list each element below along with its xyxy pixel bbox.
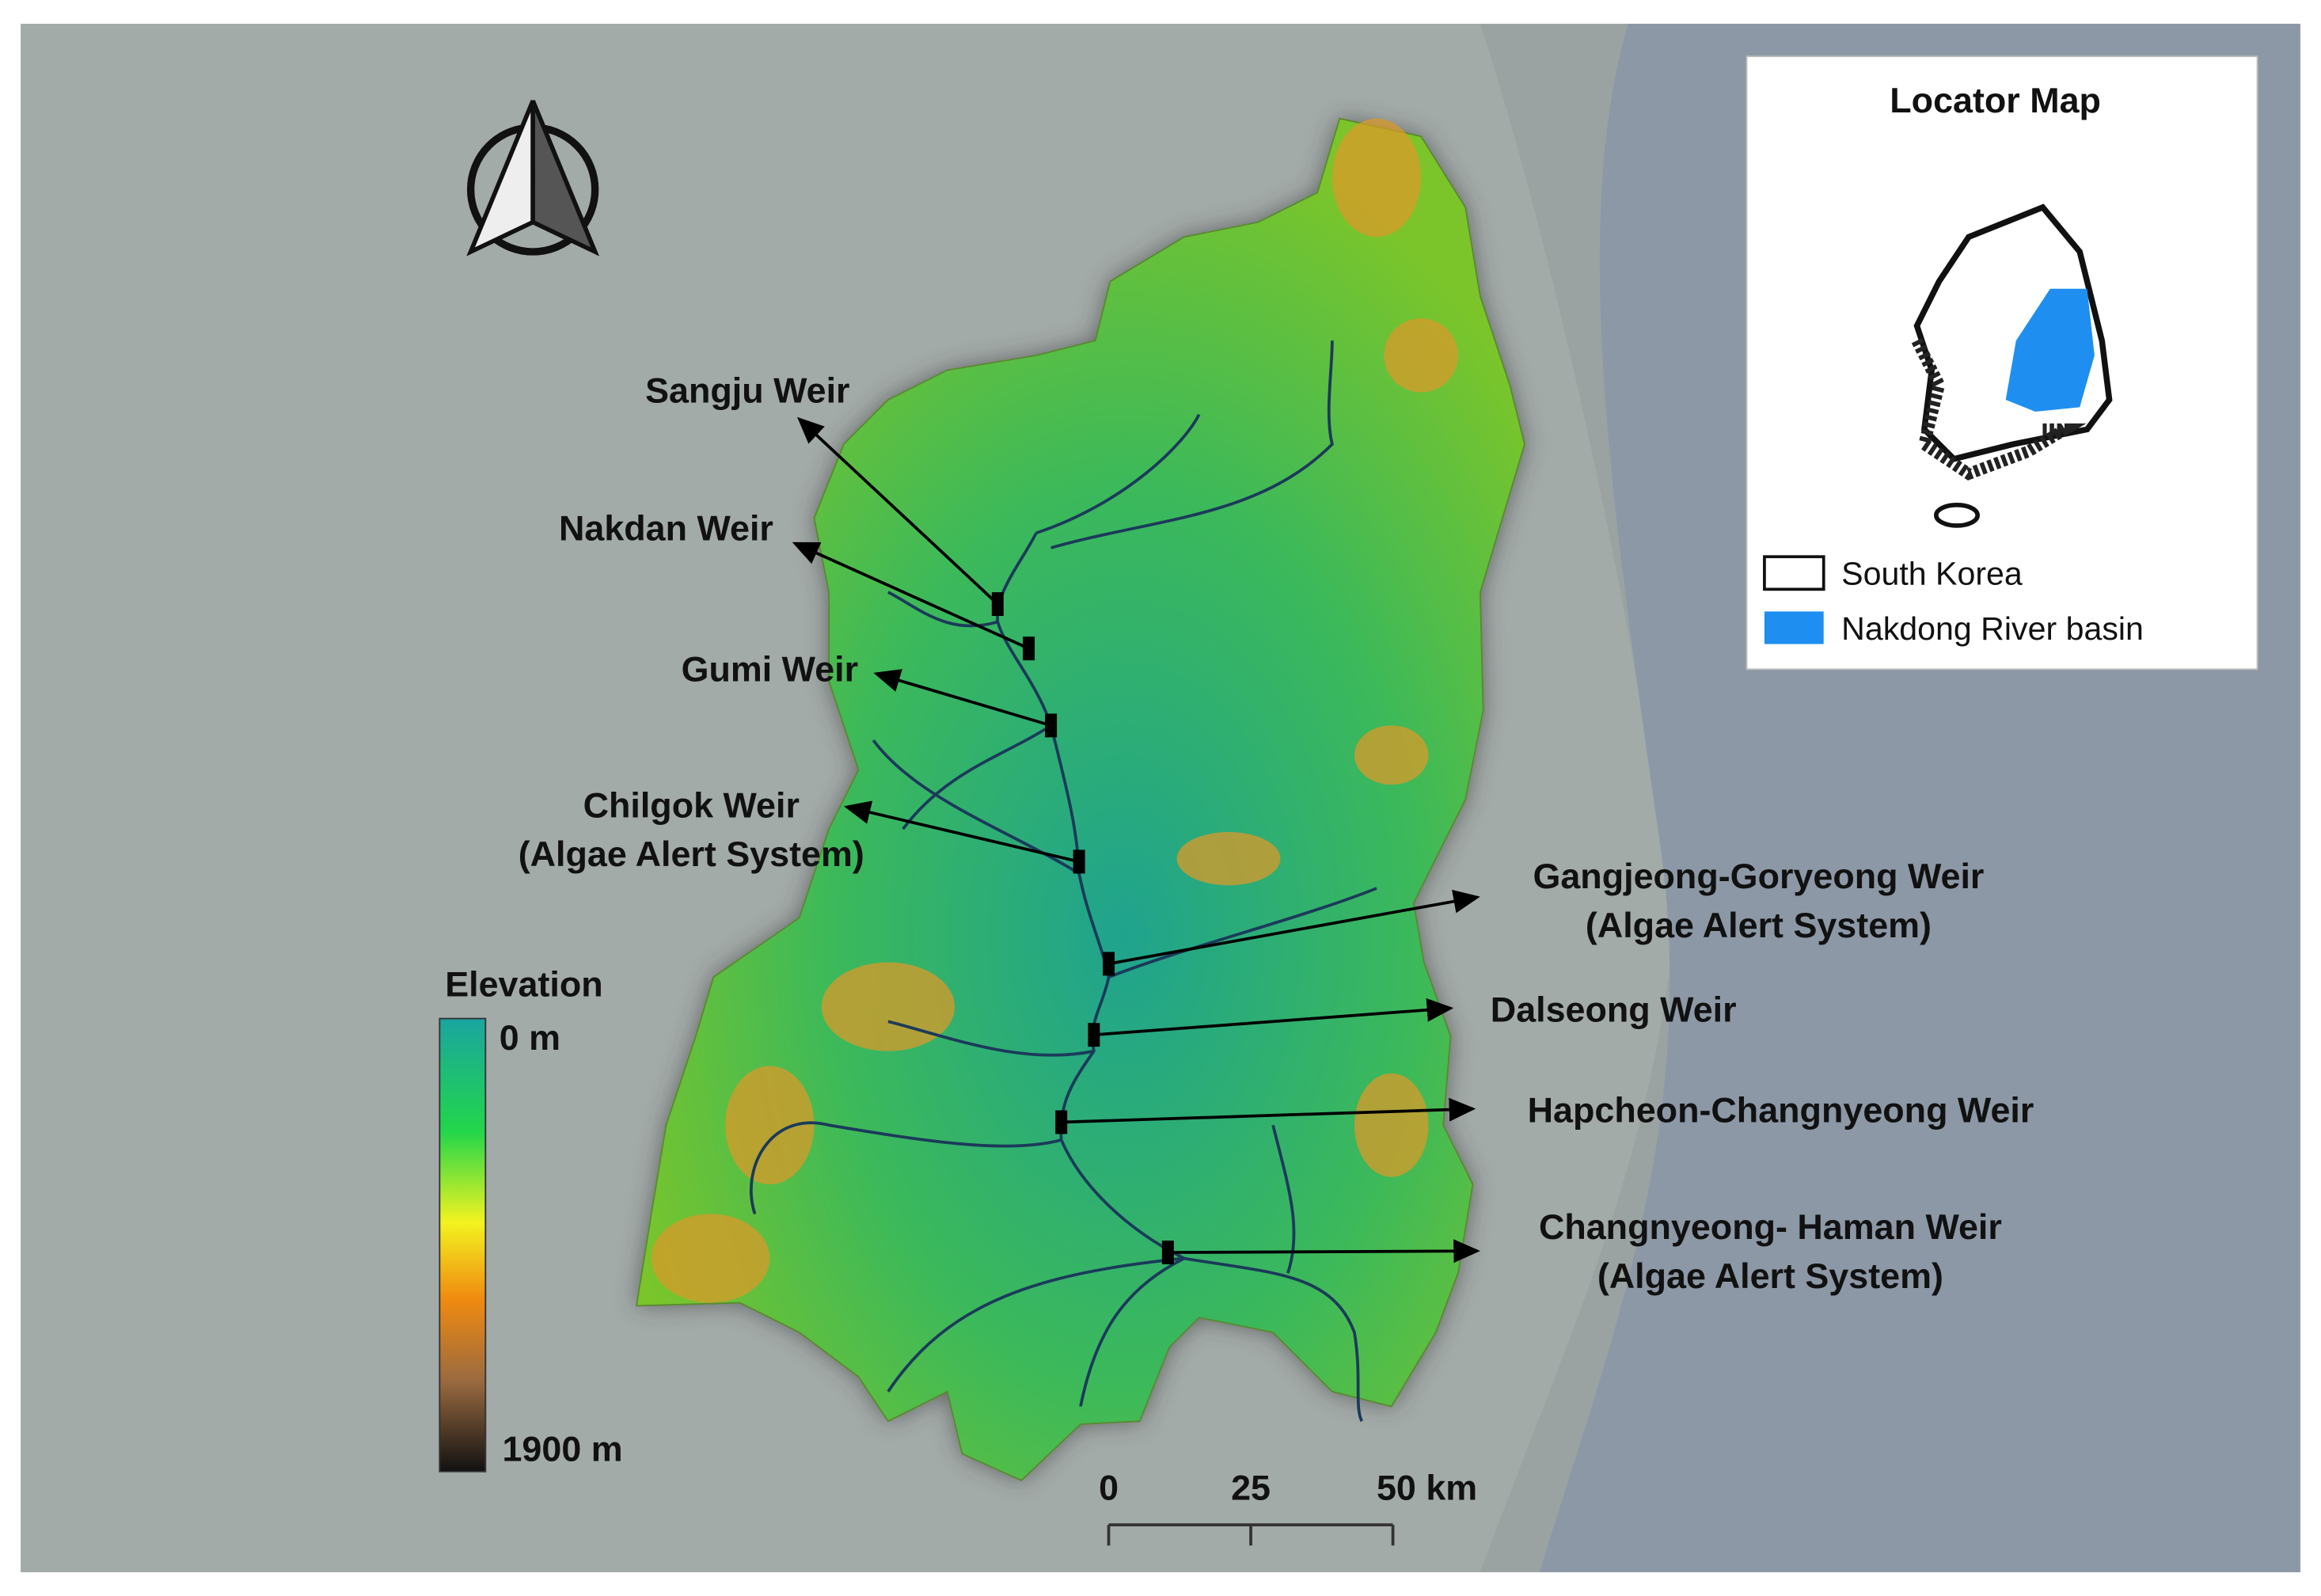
weir-arrow — [797, 416, 999, 606]
weir-label: (Algae Alert System) — [1597, 1256, 1943, 1296]
highlands — [651, 118, 1458, 1303]
legend-swatch — [1763, 555, 1825, 591]
weir-marker — [1023, 636, 1035, 661]
basin-locator — [2005, 288, 2095, 412]
scale-label: 0 — [1099, 1467, 1119, 1507]
legend-title: Elevation — [445, 964, 602, 1005]
coastline-islands — [1911, 337, 2087, 481]
elevation-colorbar — [439, 1017, 487, 1472]
weir-label: Hapcheon-Changnyeong Weir — [1528, 1090, 2034, 1130]
weir-marker — [1161, 1241, 1174, 1265]
weir-arrow — [1168, 1239, 1480, 1264]
weir-label: Gumi Weir — [682, 648, 859, 689]
weir-marker — [991, 592, 1004, 617]
weir-marker — [1055, 1110, 1068, 1134]
north-arrow — [466, 100, 600, 256]
scale-bar — [1107, 1523, 1395, 1546]
weir-arrow — [873, 669, 1052, 728]
weir-label: Sangju Weir — [645, 370, 849, 411]
scale-label: 50 km — [1377, 1467, 1477, 1507]
weir-marker — [1088, 1023, 1100, 1047]
weir-marker — [1045, 713, 1058, 738]
elevation-legend: Elevation 0 m 1900 m — [439, 964, 623, 1472]
locator-title: Locator Map — [1890, 80, 2101, 120]
weir-label: (Algae Alert System) — [519, 834, 864, 874]
weir-label: Nakdan Weir — [559, 508, 773, 549]
weir-label: Dalseong Weir — [1491, 989, 1737, 1029]
weir-arrow — [843, 800, 1080, 864]
legend-max-label: 1900 m — [502, 1429, 622, 1469]
weir-label: Gangjeong-Goryeong Weir — [1533, 856, 1984, 896]
locator-map: Locator Map South Korea Nakdong River ba… — [1745, 55, 2258, 671]
legend-min-label: 0 m — [500, 1017, 560, 1058]
weir-arrow — [792, 542, 1030, 650]
weir-marker — [1103, 952, 1115, 976]
legend-entry: Nakdong River basin — [1841, 610, 2144, 647]
weir-arrow — [1093, 998, 1454, 1037]
nakdong-basin — [635, 117, 1525, 1482]
legend-entry: South Korea — [1841, 556, 2023, 592]
weir-label: Chilgok Weir — [583, 785, 800, 825]
weir-arrow — [1108, 889, 1480, 966]
weir-marker — [1073, 849, 1085, 874]
weir-arrow — [1061, 1097, 1476, 1124]
legend-swatch — [1764, 611, 1824, 644]
scale-label: 25 — [1231, 1467, 1271, 1507]
weir-label: Changnyeong- Haman Weir — [1539, 1206, 2002, 1247]
weir-label: (Algae Alert System) — [1586, 905, 1932, 945]
